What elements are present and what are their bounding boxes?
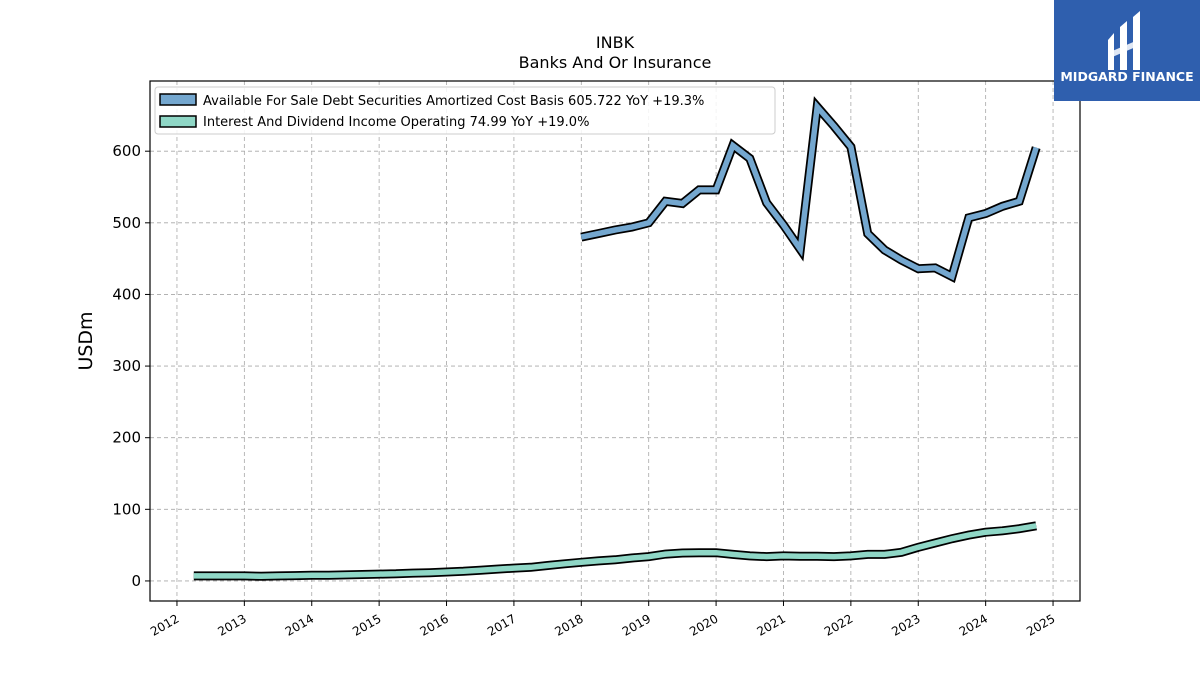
y-tick-label: 300 [112, 357, 141, 375]
y-tick-label: 0 [131, 572, 141, 590]
series-line-1 [193, 523, 1037, 580]
y-axis-label: USDm [75, 311, 97, 370]
y-tick-label: 600 [112, 142, 141, 160]
x-tick-label: 2020 [687, 611, 720, 638]
x-tick-label: 2021 [755, 611, 788, 638]
y-tick-label: 200 [112, 429, 141, 447]
legend-label-0: Available For Sale Debt Securities Amort… [203, 94, 704, 109]
x-tick-label: 2018 [552, 611, 585, 638]
legend: Available For Sale Debt Securities Amort… [154, 86, 776, 135]
x-tick-label: 2019 [620, 611, 653, 638]
x-tick-label: 2023 [889, 611, 922, 638]
x-axis-ticks: 2012 2013 2014 2015 2016 2017 2018 2019 2020 2021… [148, 601, 1058, 639]
logo-text: MIDGARD FINANCE [1060, 69, 1193, 84]
x-tick-label: 2013 [215, 611, 248, 638]
x-tick-label: 2025 [1024, 611, 1057, 638]
chart-title: INBK [596, 33, 635, 52]
logo-mark-icon [1108, 11, 1140, 70]
series-lines [193, 96, 1041, 581]
x-tick-label: 2014 [283, 611, 316, 638]
plot-frame [149, 80, 1081, 602]
series-line-0 [580, 100, 1039, 281]
x-tick-label: 2017 [485, 611, 518, 638]
legend-box [154, 86, 776, 135]
grid [150, 81, 1080, 601]
x-tick-label: 2022 [822, 611, 855, 638]
x-tick-label: 2024 [957, 611, 990, 638]
y-axis-ticks: 0 100 200 300 400 500 600 [112, 142, 150, 590]
legend-label-1: Interest And Dividend Income Operating 7… [203, 115, 589, 130]
chart-subtitle: Banks And Or Insurance [519, 53, 712, 72]
x-tick-label: 2015 [350, 611, 383, 638]
y-tick-label: 400 [112, 285, 141, 303]
y-tick-label: 100 [112, 500, 141, 518]
legend-swatch-1 [159, 115, 197, 128]
legend-swatch-0 [159, 93, 197, 106]
x-tick-label: 2012 [148, 611, 181, 638]
x-tick-label: 2016 [418, 611, 451, 638]
y-tick-label: 500 [112, 214, 141, 232]
brand-logo: MIDGARD FINANCE [1054, 0, 1200, 101]
